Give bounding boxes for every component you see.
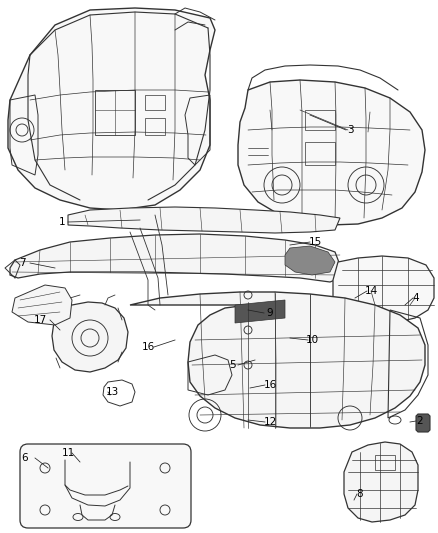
- Polygon shape: [235, 300, 285, 323]
- Text: 7: 7: [19, 258, 25, 268]
- Text: 3: 3: [347, 125, 353, 135]
- Text: 14: 14: [364, 286, 378, 296]
- Polygon shape: [12, 285, 72, 325]
- Text: 1: 1: [59, 217, 65, 227]
- Text: 4: 4: [413, 293, 419, 303]
- Polygon shape: [8, 8, 215, 210]
- Polygon shape: [52, 302, 128, 372]
- Text: 17: 17: [33, 315, 46, 325]
- Polygon shape: [238, 80, 425, 225]
- Text: 8: 8: [357, 489, 363, 499]
- Text: 10: 10: [305, 335, 318, 345]
- Polygon shape: [130, 292, 425, 428]
- Text: 6: 6: [22, 453, 28, 463]
- Text: 13: 13: [106, 387, 119, 397]
- Polygon shape: [68, 207, 340, 233]
- Polygon shape: [416, 414, 430, 432]
- Polygon shape: [333, 256, 434, 322]
- Text: 15: 15: [308, 237, 321, 247]
- Text: 16: 16: [141, 342, 155, 352]
- Text: 2: 2: [417, 416, 423, 426]
- Text: 16: 16: [263, 380, 277, 390]
- Text: 9: 9: [267, 308, 273, 318]
- Text: 5: 5: [229, 360, 235, 370]
- Polygon shape: [344, 442, 418, 522]
- FancyBboxPatch shape: [20, 444, 191, 528]
- Polygon shape: [10, 234, 340, 282]
- Text: 12: 12: [263, 417, 277, 427]
- Text: 11: 11: [61, 448, 74, 458]
- Polygon shape: [285, 246, 335, 275]
